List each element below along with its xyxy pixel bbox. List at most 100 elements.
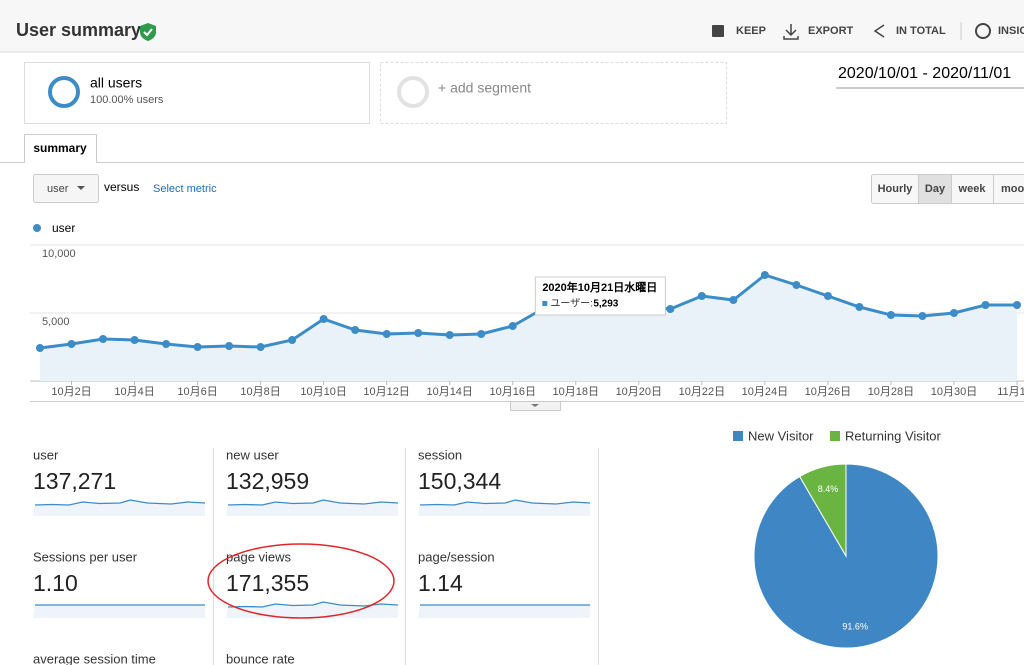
data-point[interactable] [36,344,44,353]
data-point[interactable] [697,292,706,300]
data-point[interactable] [193,343,202,351]
x-tick-label: 10月20日 [616,386,662,398]
x-tick-label: 11月1日 [997,386,1024,398]
versus-label: versus [104,180,139,194]
add-segment-label[interactable]: + add segment [438,80,531,96]
add-segment[interactable] [380,62,727,124]
metric-label: page views [226,549,292,564]
metric-label: new user [226,447,279,462]
metric-value: 137,271 [33,468,116,494]
header-bar [0,0,1024,52]
pie-slice[interactable] [753,463,939,649]
line [39,273,1017,350]
period-button[interactable]: Hourly [878,183,914,195]
dropdown-label[interactable]: user [47,183,69,195]
data-point[interactable] [823,292,832,300]
x-tick-label: 10月30日 [931,386,977,398]
data-point[interactable] [414,329,423,338]
legend-dot [33,224,41,232]
data-point[interactable] [319,314,328,323]
metric-label: user [33,447,59,462]
data-point[interactable] [1013,301,1021,310]
action[interactable]: INSIGHTS [998,25,1024,37]
data-point[interactable] [855,303,864,312]
data-point[interactable] [886,310,895,319]
sparkline [419,499,591,506]
x-tick-label: 10月26日 [805,386,851,398]
segment-share: 100.00% users [90,94,164,106]
data-point[interactable] [288,335,297,344]
data-point[interactable] [508,322,517,331]
tooltip-swatch [542,301,548,307]
data-point[interactable] [130,335,139,344]
metric-label: average session time [33,651,156,665]
data-point[interactable] [225,341,234,350]
slice-label: 8.4% [818,484,839,494]
action[interactable]: EXPORT [808,25,854,37]
tab[interactable] [24,134,97,164]
legend-swatch [733,431,743,441]
segment-card[interactable] [24,62,370,124]
data-point[interactable] [99,335,108,344]
data-point[interactable] [351,326,360,334]
insights-icon [975,23,991,39]
data-point[interactable] [760,271,769,280]
sparkline-area [33,605,205,618]
data-point[interactable] [67,339,76,348]
select-metric[interactable]: Select metric [153,183,217,195]
data-point[interactable] [981,301,990,310]
legend-label: Returning Visitor [845,428,942,443]
metric-value: 132,959 [226,468,309,494]
tab-label[interactable]: summary [33,141,87,155]
export-icon [783,24,799,40]
sparkline-area [418,605,590,618]
share-icon [873,24,885,38]
action[interactable]: IN TOTAL [896,25,946,37]
metric-label: Sessions per user [33,549,138,564]
data-point[interactable] [729,295,738,304]
metric-value: 1.14 [418,570,463,596]
legend-label: user [52,221,75,235]
metric-label: page/session [418,549,495,564]
data-point[interactable] [666,305,675,314]
period-button[interactable]: moon [1001,183,1024,195]
sparkline [34,499,206,506]
x-tick-label: 10月12日 [363,386,409,398]
legend-swatch [830,431,840,441]
x-tick-label: 10月2日 [51,386,91,398]
tooltip-value: 5,293 [593,299,618,310]
data-point[interactable] [162,339,171,348]
sparkline [227,499,399,506]
period-button[interactable]: Day [925,183,946,195]
x-tick-label: 10月18日 [553,386,599,398]
segment-ring [48,76,80,108]
metric-value: 1.10 [33,570,78,596]
pie-slice[interactable] [798,463,847,558]
save-icon [712,25,724,37]
x-tick-label: 10月8日 [240,386,280,398]
data-point[interactable] [256,343,265,351]
data-point[interactable] [382,329,391,338]
data-point[interactable] [918,312,927,321]
x-tick-label: 10月14日 [426,386,472,398]
date-range[interactable]: 2020/10/01 - 2020/11/01 [838,65,1011,82]
tooltip-series: ユーザー: [550,298,593,310]
legend-label: New Visitor [748,428,814,443]
data-point[interactable] [792,280,801,289]
x-tick-label: 10月4日 [114,386,154,398]
x-tick-label: 10月28日 [868,386,914,398]
tooltip-title: 2020年10月21日水曜日 [542,280,657,294]
metric-dropdown[interactable] [33,174,99,203]
data-point[interactable] [445,331,454,340]
slice-label: 91.6% [842,621,868,631]
data-point[interactable] [477,329,486,338]
data-point[interactable] [949,309,958,317]
tooltip [534,276,666,316]
highlight-circle [207,543,395,619]
action[interactable]: KEEP [736,25,766,37]
period-button[interactable]: week [958,183,987,195]
segment-name: all users [90,75,142,91]
verified-icon [140,23,156,41]
